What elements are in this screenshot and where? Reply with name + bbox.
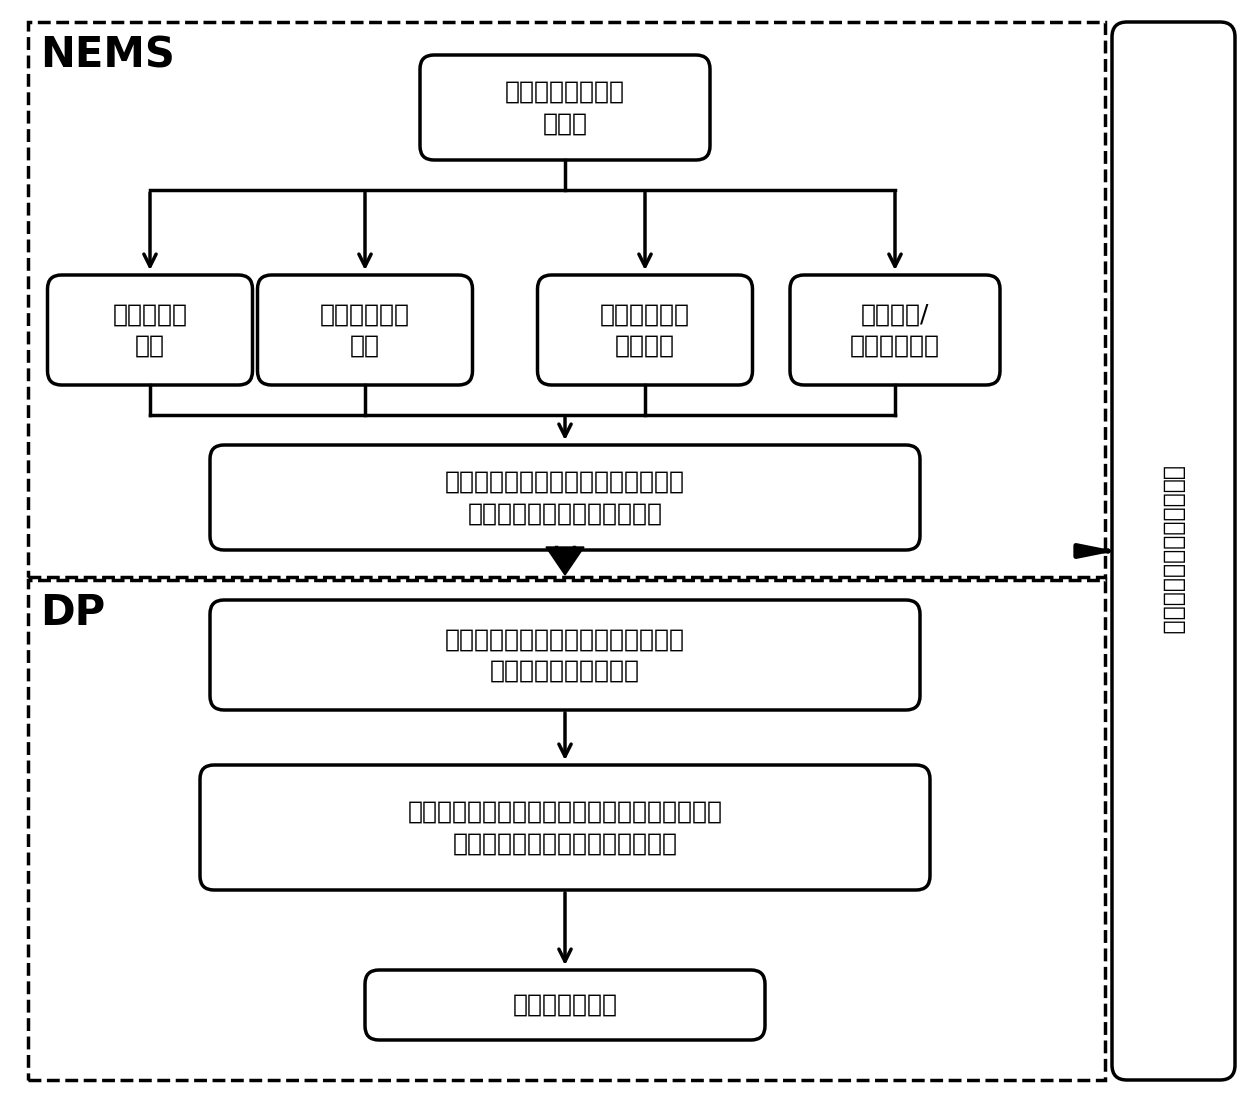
FancyBboxPatch shape	[200, 765, 930, 890]
Text: 归一化效率分析：得到每一个模式下
系统的最优效率与对应的控制: 归一化效率分析：得到每一个模式下 系统的最优效率与对应的控制	[445, 469, 684, 526]
Text: 纯电动模式
分析: 纯电动模式 分析	[113, 302, 187, 358]
Text: 混合动力模式
分析: 混合动力模式 分析	[320, 302, 410, 358]
Text: 目标标准循环工况
离散化: 目标标准循环工况 离散化	[505, 79, 625, 136]
FancyBboxPatch shape	[1112, 22, 1235, 1080]
FancyBboxPatch shape	[47, 275, 253, 385]
Text: DP: DP	[40, 592, 105, 634]
FancyBboxPatch shape	[537, 275, 753, 385]
Text: 性能指标：燃油消耗量、换挡频率与
换挡能量损失等惩罚值: 性能指标：燃油消耗量、换挡频率与 换挡能量损失等惩罚值	[445, 627, 684, 682]
FancyBboxPatch shape	[790, 275, 999, 385]
FancyBboxPatch shape	[420, 55, 711, 160]
Text: 最优换挡控制律: 最优换挡控制律	[512, 992, 618, 1017]
Text: 制动能量回收
模式分析: 制动能量回收 模式分析	[600, 302, 689, 358]
Text: 换挡档位确定：纯电动模式、混合动力模式、附
属模式与制动能量回收模式的选择: 换挡档位确定：纯电动模式、混合动力模式、附 属模式与制动能量回收模式的选择	[408, 799, 723, 856]
Text: NEMS: NEMS	[40, 34, 175, 76]
FancyBboxPatch shape	[365, 970, 765, 1040]
FancyBboxPatch shape	[210, 599, 920, 710]
Text: 极速近优能量管理控制策略: 极速近优能量管理控制策略	[1162, 466, 1185, 636]
FancyBboxPatch shape	[210, 445, 920, 550]
Text: 过渡模式/
附属模式分析: 过渡模式/ 附属模式分析	[849, 302, 940, 358]
FancyBboxPatch shape	[258, 275, 472, 385]
Polygon shape	[546, 546, 584, 575]
